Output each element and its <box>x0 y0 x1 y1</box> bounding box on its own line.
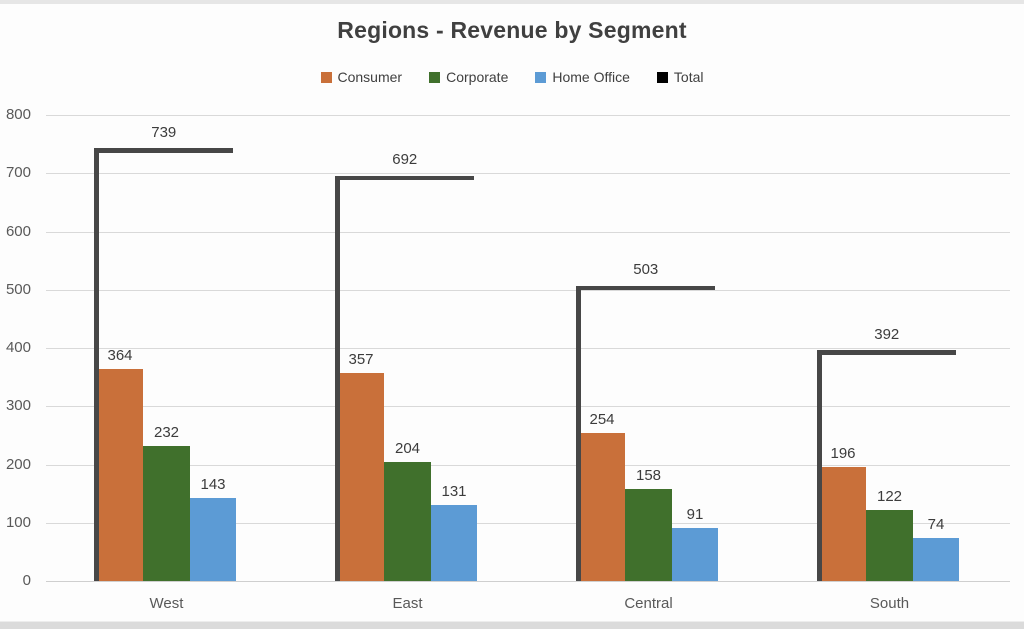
data-label: 143 <box>200 475 226 493</box>
data-label: 232 <box>153 423 180 441</box>
x-axis-category-label: South <box>869 595 910 612</box>
total-line-vertical <box>94 148 99 581</box>
legend-item-label: Home Office <box>552 69 630 85</box>
legend-item-corporate: Corporate <box>429 69 508 85</box>
gridline-600 <box>46 231 1010 233</box>
bar-corporate-east <box>384 462 431 581</box>
y-axis-tick-label: 700 <box>5 164 31 182</box>
y-axis-tick-label: 400 <box>5 339 31 356</box>
x-axis-category-label: Central <box>624 595 673 612</box>
total-line-horizontal <box>817 350 957 355</box>
legend-item-label: Total <box>673 69 704 85</box>
total-line-vertical <box>817 350 822 581</box>
gridline-300 <box>46 406 1010 408</box>
gridline-400 <box>46 348 1010 349</box>
window-bottom-edge <box>0 621 1024 629</box>
gridline-800 <box>46 115 1010 116</box>
legend-item-home-office: Home Office <box>535 69 630 85</box>
x-axis-category-label: West <box>149 595 184 612</box>
gridline-100 <box>46 522 1010 524</box>
y-axis-tick-label: 500 <box>5 280 31 298</box>
bar-corporate-central <box>625 488 672 581</box>
bar-home-office-east <box>430 504 478 581</box>
bar-consumer-east <box>337 373 385 581</box>
data-label: 74 <box>927 515 945 533</box>
data-label: 131 <box>441 482 467 500</box>
legend-item-label: Corporate <box>446 69 509 85</box>
legend-item-label: Consumer <box>337 69 403 85</box>
gridline-0 <box>46 581 1010 582</box>
bar-consumer-south <box>819 466 867 581</box>
gridline-200 <box>46 464 1010 466</box>
bar-home-office-central <box>671 527 719 581</box>
legend-swatch-icon <box>429 71 441 83</box>
y-axis-tick-label: 200 <box>5 455 31 473</box>
data-label: 204 <box>394 440 421 458</box>
gridline-700 <box>46 173 1010 175</box>
legend-swatch-icon <box>656 71 668 83</box>
total-data-label: 692 <box>392 150 418 168</box>
total-data-label: 503 <box>633 261 659 278</box>
total-data-label: 739 <box>151 123 177 141</box>
gridline-500 <box>46 289 1010 291</box>
x-axis-category-label: East <box>392 595 423 612</box>
data-label: 357 <box>348 351 374 369</box>
data-label: 122 <box>876 487 903 505</box>
total-line-horizontal <box>335 175 475 181</box>
data-label: 196 <box>830 444 856 462</box>
chart-title: Regions - Revenue by Segment <box>337 17 687 43</box>
data-label: 364 <box>107 346 133 364</box>
bar-corporate-south <box>866 509 913 581</box>
data-label: 91 <box>686 505 704 523</box>
bar-consumer-central <box>578 433 626 581</box>
legend-swatch-icon <box>320 71 332 83</box>
total-line-vertical <box>335 175 340 581</box>
data-label: 158 <box>635 466 662 484</box>
legend-swatch-icon <box>535 71 547 83</box>
total-line-horizontal <box>94 148 234 153</box>
y-axis-tick-label: 800 <box>5 106 31 123</box>
total-line-horizontal <box>576 285 716 291</box>
bar-corporate-west <box>143 445 190 581</box>
bar-home-office-south <box>912 537 960 581</box>
data-label: 254 <box>589 411 615 429</box>
bar-consumer-west <box>96 368 144 581</box>
legend-item-total: Total <box>656 69 704 85</box>
window-top-edge <box>0 0 1024 4</box>
total-data-label: 392 <box>874 325 900 343</box>
total-line-vertical <box>576 286 581 581</box>
bar-home-office-west <box>189 497 237 581</box>
y-axis-tick-label: 100 <box>5 513 31 531</box>
y-axis-tick-label: 0 <box>22 572 31 589</box>
y-axis-tick-label: 600 <box>5 222 31 240</box>
chart-legend: Consumer Corporate Home Office Total <box>0 69 1024 85</box>
legend-item-consumer: Consumer <box>320 69 403 85</box>
y-axis-tick-label: 300 <box>5 397 31 415</box>
